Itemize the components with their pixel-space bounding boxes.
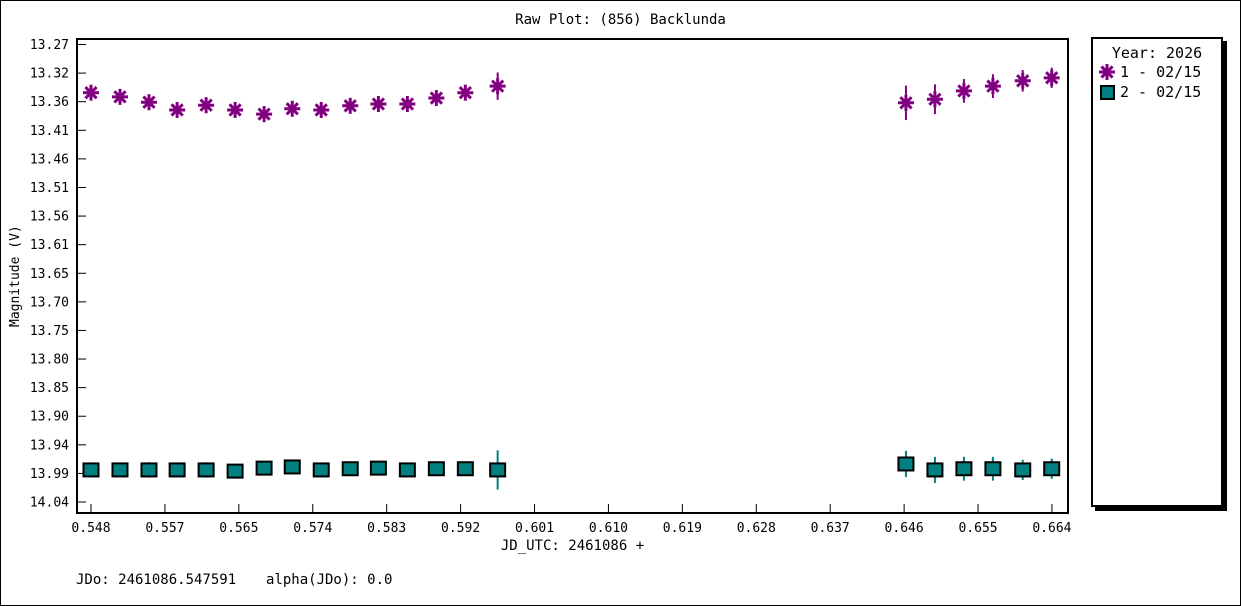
data-point-session-2 [897, 456, 915, 472]
data-point-session-1 [897, 94, 914, 111]
x-tick-label: 0.548 [71, 521, 110, 536]
square-icon [1098, 83, 1116, 101]
y-tick-label: 13.94 [30, 438, 69, 453]
data-point-session-1 [457, 84, 474, 101]
legend-title: Year: 2026 [1111, 44, 1203, 62]
data-point-session-2 [283, 459, 301, 475]
legend-entry-session-1: 1 - 02/15 [1093, 62, 1221, 82]
data-point-session-1 [169, 101, 186, 118]
y-tick-label: 13.80 [30, 353, 69, 368]
y-tick-label: 13.75 [30, 324, 69, 339]
x-tick-label: 0.592 [441, 521, 480, 536]
plot-title: Raw Plot: (856) Backlunda [515, 12, 726, 28]
y-axis-title: Magnitude (V) [8, 225, 23, 327]
y-tick-label: 14.04 [30, 496, 69, 511]
y-tick-label: 13.70 [30, 295, 69, 310]
x-tick-label: 0.610 [589, 521, 628, 536]
data-point-session-1 [489, 78, 506, 95]
y-tick-label: 13.36 [30, 95, 69, 110]
x-tick-label: 0.619 [663, 521, 702, 536]
data-point-session-1 [428, 90, 445, 107]
data-point-session-2 [82, 462, 100, 478]
y-tick-label: 13.61 [30, 238, 69, 253]
data-point-session-2 [926, 462, 944, 478]
x-tick-label: 0.574 [293, 521, 332, 536]
data-point-session-2 [255, 460, 273, 476]
x-tick-label: 0.646 [885, 521, 924, 536]
footer-jdo: JDo: 2461086.547591 [76, 572, 237, 588]
data-point-session-1 [399, 96, 416, 112]
data-point-session-1 [198, 97, 215, 114]
data-point-session-2 [341, 461, 359, 477]
data-point-session-2 [111, 462, 129, 478]
y-tick-label: 13.51 [30, 181, 69, 196]
data-point-session-1 [342, 97, 359, 114]
data-point-session-2 [1014, 462, 1032, 478]
legend-entry-session-2: 2 - 02/15 [1093, 82, 1221, 102]
data-point-session-1 [370, 96, 387, 112]
legend-entry-label: 2 - 02/15 [1120, 83, 1202, 101]
y-tick-label: 13.27 [30, 38, 69, 53]
y-tick-label: 13.32 [30, 67, 69, 82]
y-tick-label: 13.85 [30, 381, 69, 396]
x-tick-label: 0.601 [515, 521, 554, 536]
plot-frame [76, 38, 1069, 514]
x-tick-label: 0.583 [367, 521, 406, 536]
data-point-session-2 [489, 462, 507, 478]
data-point-session-2 [398, 462, 416, 478]
data-point-session-2 [312, 462, 330, 478]
data-point-session-2 [140, 462, 158, 478]
data-point-session-1 [984, 78, 1001, 95]
data-point-session-1 [256, 106, 273, 123]
data-point-session-1 [955, 82, 972, 99]
y-tick-label: 13.41 [30, 124, 69, 139]
data-point-session-1 [83, 84, 99, 101]
asterisk-icon [1098, 63, 1116, 81]
x-tick-label: 0.565 [219, 521, 258, 536]
data-point-session-1 [227, 101, 244, 118]
data-point-session-1 [140, 94, 157, 111]
data-point-session-2 [456, 461, 474, 477]
x-tick-label: 0.664 [1032, 521, 1071, 536]
legend-box: Year: 2026 1 - 02/15 2 - 02/15 [1091, 37, 1223, 507]
y-tick-label: 13.90 [30, 410, 69, 425]
data-point-session-2 [1043, 461, 1061, 477]
data-point-session-2 [955, 461, 973, 477]
legend-asterisk-icon [1099, 64, 1115, 80]
footer-alpha: alpha(JDo): 0.0 [266, 572, 393, 588]
legend-square-icon [1099, 84, 1115, 100]
data-point-session-1 [111, 88, 128, 105]
data-point-session-2 [168, 462, 186, 478]
y-tick-label: 13.46 [30, 152, 69, 167]
data-point-session-1 [313, 101, 330, 118]
x-tick-label: 0.628 [737, 521, 776, 536]
data-point-session-1 [1014, 72, 1031, 89]
data-point-session-2 [226, 463, 244, 479]
x-tick-label: 0.655 [958, 521, 997, 536]
y-tick-label: 13.56 [30, 210, 69, 225]
data-point-session-2 [984, 461, 1002, 477]
data-point-session-1 [926, 91, 943, 108]
y-tick-label: 13.99 [30, 467, 69, 482]
y-tick-label: 13.65 [30, 267, 69, 282]
x-tick-label: 0.557 [145, 521, 184, 536]
legend-entry-label: 1 - 02/15 [1120, 63, 1202, 81]
data-point-session-1 [1043, 69, 1060, 86]
data-point-session-2 [197, 462, 215, 478]
data-point-session-2 [369, 460, 387, 476]
x-axis-title: JD_UTC: 2461086 + [500, 538, 645, 554]
data-point-session-2 [427, 461, 445, 477]
data-point-session-1 [284, 100, 301, 117]
x-tick-label: 0.637 [811, 521, 850, 536]
